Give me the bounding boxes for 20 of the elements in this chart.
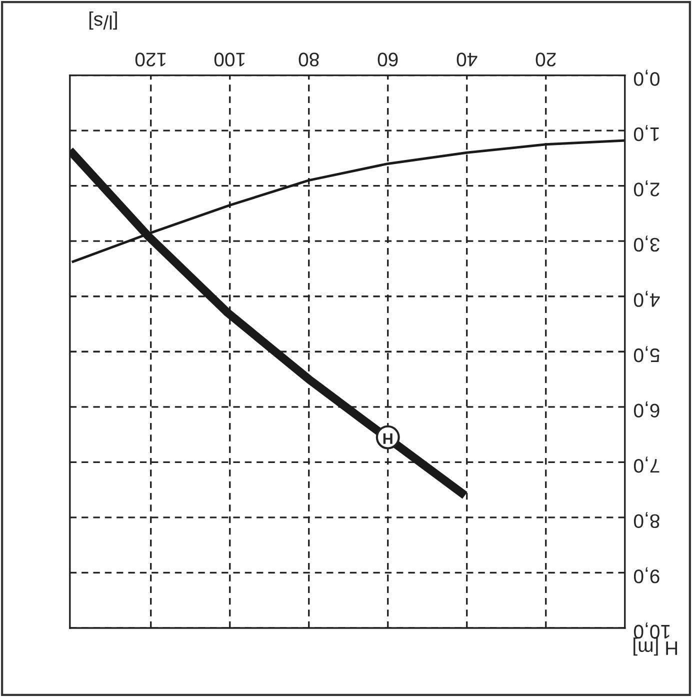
- x-axis-title: [l/s]: [89, 11, 117, 30]
- y-axis-title: H [m]: [634, 638, 678, 656]
- y-tick-label: 1,0: [634, 125, 659, 142]
- x-tick-label: 40: [456, 52, 478, 66]
- y-tick-label: 6,0: [634, 401, 660, 418]
- y-tick-label: 3,0: [634, 236, 660, 252]
- y-tick-label: 9,0: [634, 567, 660, 584]
- x-tick-label: 120: [135, 52, 166, 66]
- y-tick-label: 8,0: [634, 512, 660, 528]
- x-tick-label: 80: [298, 52, 319, 66]
- x-tick-label: 100: [214, 52, 245, 66]
- y-tick-label: 10,0: [634, 622, 670, 639]
- x-tick-label: 60: [378, 52, 398, 66]
- x-tick-label: 20: [536, 52, 556, 66]
- y-tick-label: 5,0: [634, 346, 660, 362]
- y-tick-label: 7,0: [634, 456, 660, 473]
- annotation: H: [383, 433, 392, 444]
- y-tick-label: 4,0: [634, 290, 660, 307]
- y-tick-label: 2,0: [634, 180, 660, 196]
- y-tick-label: 0,0: [634, 70, 660, 86]
